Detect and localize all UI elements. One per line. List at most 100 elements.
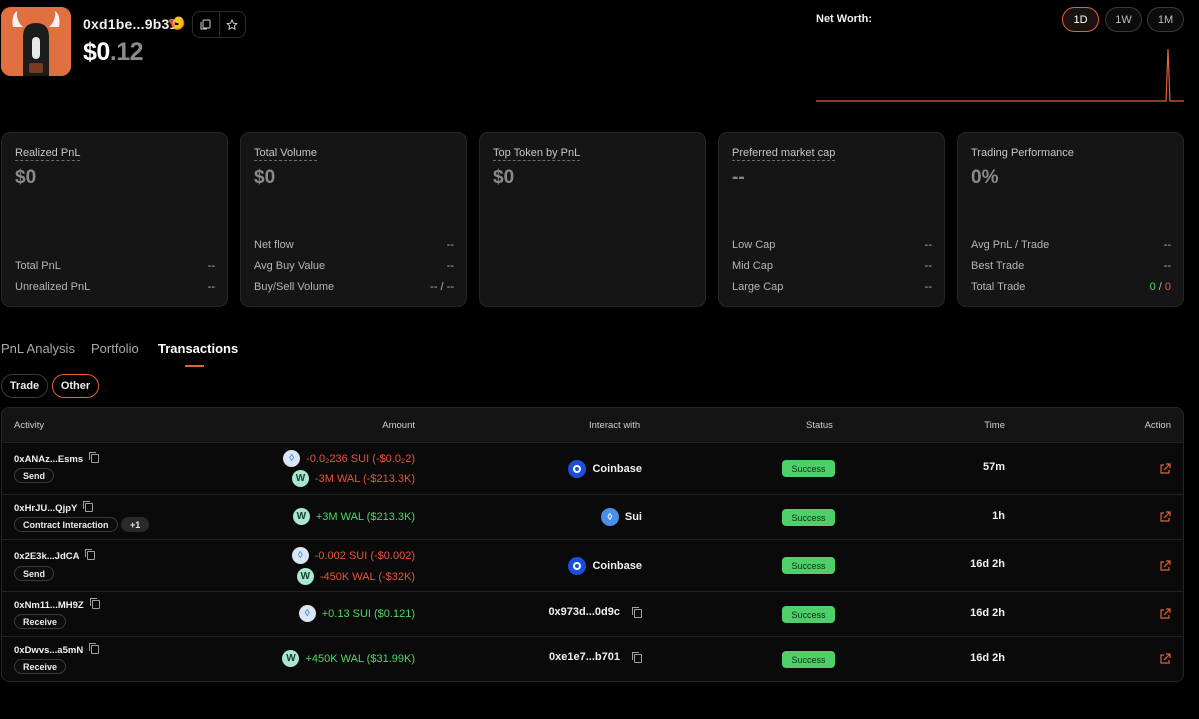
tab-portfolio[interactable]: Portfolio bbox=[91, 341, 139, 356]
market-cap-value: -- bbox=[732, 167, 745, 188]
tx-hash[interactable]: 0xDwvs...a5mN bbox=[14, 643, 100, 656]
mid-cap-row: Mid Cap -- bbox=[732, 260, 932, 272]
copy-address-button[interactable] bbox=[193, 12, 219, 37]
tx-time: 16d 2h bbox=[970, 652, 1005, 664]
table-row[interactable]: 0xANAz...Esms Send ◊ -0.0₂236 SUI (-$0.0₂… bbox=[2, 442, 1183, 494]
market-cap-title[interactable]: Preferred market cap bbox=[732, 147, 836, 161]
coinbase-icon bbox=[568, 557, 587, 575]
timeframe-1w-button[interactable]: 1W bbox=[1105, 7, 1142, 32]
interact-label: Sui bbox=[624, 511, 642, 523]
external-link-icon[interactable] bbox=[1159, 463, 1171, 475]
tab-transactions[interactable]: Transactions bbox=[158, 341, 239, 356]
buy-sell-label: Buy/Sell Volume bbox=[254, 281, 335, 293]
trading-performance-value: 0% bbox=[971, 167, 999, 188]
mid-cap-value: -- bbox=[924, 260, 932, 272]
tx-hash-text: 0xDwvs...a5mN bbox=[14, 645, 84, 656]
amount-text: +450K WAL ($31.99K) bbox=[305, 652, 415, 665]
col-interact: Interact with bbox=[589, 420, 641, 431]
external-link-icon[interactable] bbox=[1159, 560, 1171, 572]
buy-sell-row: Buy/Sell Volume -- / -- bbox=[254, 281, 454, 293]
filter-trade-button[interactable]: Trade bbox=[1, 374, 48, 398]
external-link-icon[interactable] bbox=[1159, 608, 1171, 620]
tx-hash[interactable]: 0xNm11...MH9Z bbox=[14, 598, 100, 611]
net-flow-row: Net flow -- bbox=[254, 239, 454, 251]
interact-label: 0xe1e7...b701 bbox=[549, 651, 620, 663]
copy-icon[interactable] bbox=[83, 501, 94, 512]
interact-with[interactable]: ◊ Sui bbox=[600, 508, 642, 526]
table-row[interactable]: 0xNm11...MH9Z Receive ◊ +0.13 SUI ($0.121… bbox=[2, 591, 1183, 636]
activity-tag: Receive bbox=[14, 659, 67, 674]
avg-pnl-label: Avg PnL / Trade bbox=[971, 239, 1050, 251]
status-badge: Success bbox=[782, 460, 835, 477]
more-tags-badge[interactable]: +1 bbox=[121, 517, 150, 532]
avg-buy-row: Avg Buy Value -- bbox=[254, 260, 454, 272]
copy-icon[interactable] bbox=[85, 549, 96, 560]
total-pnl-value: -- bbox=[207, 260, 215, 272]
table-row[interactable]: 0xHrJU...QjpY Contract Interaction +1 W +… bbox=[2, 494, 1183, 539]
trading-performance-title: Trading Performance bbox=[971, 147, 1074, 159]
avg-buy-label: Avg Buy Value bbox=[254, 260, 326, 272]
best-trade-label: Best Trade bbox=[971, 260, 1025, 272]
interact-with[interactable]: Coinbase bbox=[568, 460, 642, 478]
table-row[interactable]: 0xDwvs...a5mN Receive W +450K WAL ($31.99… bbox=[2, 636, 1183, 681]
trade-separator: / bbox=[1158, 281, 1162, 293]
filter-other-button[interactable]: Other bbox=[52, 374, 99, 398]
tx-hash[interactable]: 0x2E3k...JdCA bbox=[14, 549, 96, 562]
amount-line: W +450K WAL ($31.99K) bbox=[282, 650, 415, 667]
interact-with[interactable]: 0xe1e7...b701 bbox=[549, 651, 642, 663]
status-badge: Success bbox=[782, 509, 835, 526]
total-volume-card: Total Volume $0 Net flow -- Avg Buy Value… bbox=[240, 132, 467, 307]
large-cap-label: Large Cap bbox=[732, 281, 784, 293]
tx-hash-text: 0xNm11...MH9Z bbox=[14, 600, 84, 611]
table-row[interactable]: 0x2E3k...JdCA Send ◊ -0.002 SUI (-$0.002)… bbox=[2, 539, 1183, 591]
avg-pnl-row: Avg PnL / Trade -- bbox=[971, 239, 1171, 251]
tx-hash[interactable]: 0xANAz...Esms bbox=[14, 452, 100, 465]
favorite-button[interactable] bbox=[218, 12, 246, 37]
copy-icon[interactable] bbox=[632, 606, 642, 618]
avg-buy-value: -- bbox=[446, 260, 454, 272]
amount-text: -0.0₂236 SUI (-$0.0₂2) bbox=[306, 452, 415, 465]
interact-label: Coinbase bbox=[592, 463, 642, 475]
tab-pnl-analysis[interactable]: PnL Analysis bbox=[1, 341, 75, 356]
col-action: Action bbox=[1144, 420, 1171, 431]
timeframe-1d-button[interactable]: 1D bbox=[1062, 7, 1099, 32]
amount-text: -450K WAL (-$32K) bbox=[319, 570, 415, 583]
status-badge: Success bbox=[782, 651, 835, 668]
tx-hash-text: 0xANAz...Esms bbox=[14, 454, 84, 465]
external-link-icon[interactable] bbox=[1159, 511, 1171, 523]
total-volume-title[interactable]: Total Volume bbox=[254, 147, 317, 161]
top-token-value: $0 bbox=[493, 167, 515, 188]
copy-icon[interactable] bbox=[89, 643, 100, 654]
wallet-address: 0xd1be...9b31 bbox=[83, 16, 178, 32]
total-pnl-row: Total PnL -- bbox=[15, 260, 215, 272]
low-cap-label: Low Cap bbox=[732, 239, 776, 251]
top-token-card: Top Token by PnL $0 bbox=[479, 132, 706, 307]
col-activity: Activity bbox=[14, 420, 45, 431]
unrealized-pnl-label: Unrealized PnL bbox=[15, 281, 91, 293]
total-volume-value: $0 bbox=[254, 167, 276, 188]
tx-hash[interactable]: 0xHrJU...QjpY bbox=[14, 501, 94, 514]
amount-line: W -3M WAL (-$213.3K) bbox=[291, 470, 415, 487]
amount-text: +3M WAL ($213.3K) bbox=[315, 510, 415, 523]
balance-decimal: .12 bbox=[109, 38, 144, 66]
tx-time: 1h bbox=[992, 510, 1005, 522]
trade-losses: 0 bbox=[1164, 281, 1171, 293]
mid-cap-label: Mid Cap bbox=[732, 260, 773, 272]
realized-pnl-title[interactable]: Realized PnL bbox=[15, 147, 81, 161]
net-flow-label: Net flow bbox=[254, 239, 294, 251]
top-token-title[interactable]: Top Token by PnL bbox=[493, 147, 581, 161]
interact-with[interactable]: 0x973d...0d9c bbox=[548, 606, 642, 618]
external-link-icon[interactable] bbox=[1159, 653, 1171, 665]
copy-icon[interactable] bbox=[89, 598, 100, 609]
timeframe-1m-button[interactable]: 1M bbox=[1147, 7, 1184, 32]
total-trade-value: 0 / 0 bbox=[1150, 281, 1171, 293]
wal-token-icon: W bbox=[296, 568, 314, 585]
active-tab-indicator bbox=[185, 365, 204, 367]
rank-emoji: 🍤 bbox=[168, 15, 186, 31]
copy-icon[interactable] bbox=[89, 452, 100, 463]
best-trade-value: -- bbox=[1163, 260, 1171, 272]
unrealized-pnl-value: -- bbox=[207, 281, 215, 293]
total-pnl-label: Total PnL bbox=[15, 260, 61, 272]
interact-with[interactable]: Coinbase bbox=[568, 557, 642, 575]
copy-icon[interactable] bbox=[632, 651, 642, 663]
